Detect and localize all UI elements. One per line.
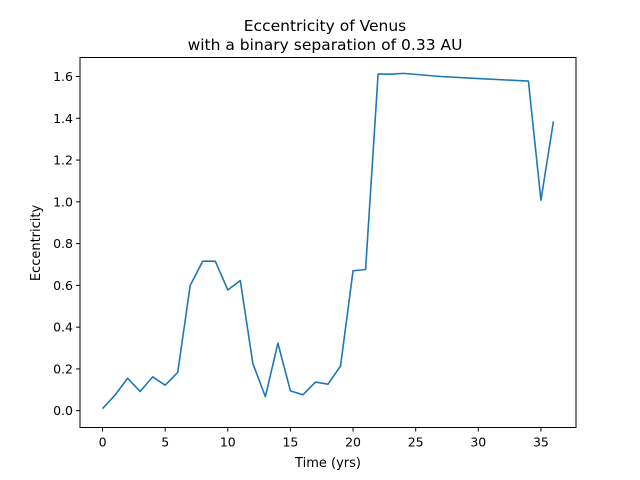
plot-area [101, 72, 555, 410]
chart-subtitle: with a binary separation of 0.33 AU [188, 36, 463, 54]
y-tick-label: 0.8 [53, 236, 73, 251]
y-tick-label: 0.4 [53, 320, 73, 335]
x-axis-ticks: 0 5 10 15 20 25 30 35 [99, 427, 549, 450]
x-tick-label: 35 [533, 435, 549, 450]
y-axis-label: Eccentricity [29, 205, 44, 282]
x-tick-label: 30 [470, 435, 486, 450]
y-tick-label: 0.0 [53, 403, 73, 418]
y-axis-ticks: 0.0 0.2 0.4 0.6 0.8 1.0 1.2 1.4 1.6 [53, 69, 80, 418]
y-tick-label: 1.4 [53, 111, 73, 126]
series-line-0 [101, 72, 555, 410]
y-tick-label: 1.6 [53, 69, 73, 84]
x-tick-label: 20 [345, 435, 361, 450]
x-tick-label: 10 [220, 435, 236, 450]
y-tick-label: 1.0 [53, 194, 73, 209]
y-tick-label: 0.6 [53, 278, 73, 293]
y-tick-label: 1.2 [53, 153, 73, 168]
x-axis-label: Time (yrs) [294, 456, 361, 471]
chart-title: Eccentricity of Venus [244, 17, 407, 35]
x-tick-label: 15 [282, 435, 298, 450]
y-tick-label: 0.2 [53, 361, 73, 376]
axes-frame [79, 57, 577, 428]
x-tick-label: 0 [99, 435, 107, 450]
x-tick-label: 25 [408, 435, 424, 450]
x-tick-label: 5 [161, 435, 169, 450]
